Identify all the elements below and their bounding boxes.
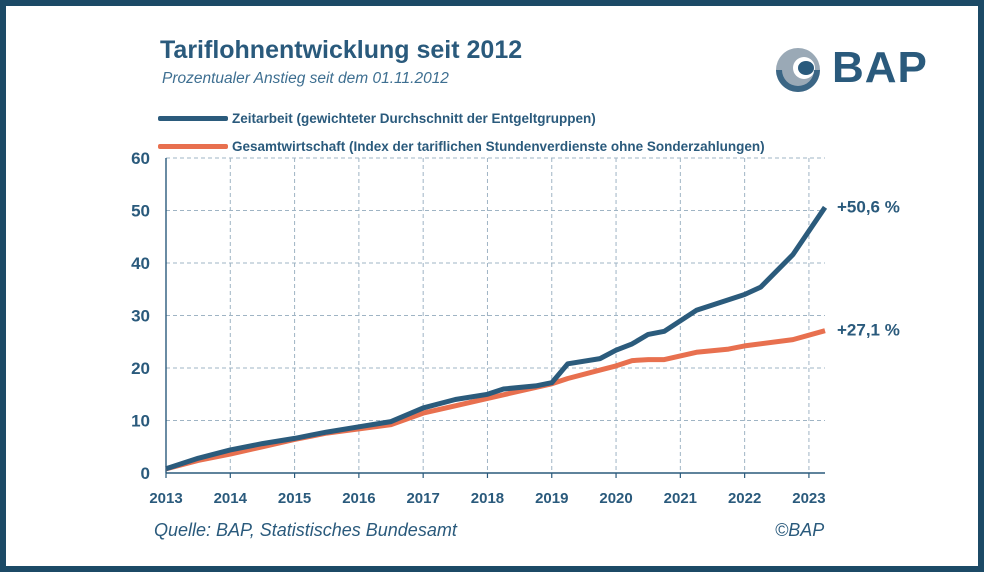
x-tick-label-2014: 2014 — [214, 490, 248, 507]
chart-title: Tariflohnentwicklung seit 2012 — [160, 36, 523, 64]
legend-label-zeitarbeit: Zeitarbeit (gewichteter Durchschnitt der… — [232, 110, 596, 126]
y-tick-label-0: 0 — [141, 464, 150, 483]
end-label-zeitarbeit: +50,6 % — [837, 197, 900, 216]
chart-subtitle: Prozentualer Anstieg seit dem 01.11.2012 — [162, 70, 449, 87]
x-tick-label-2019: 2019 — [535, 490, 568, 507]
series-line-zeitarbeit — [165, 205, 828, 472]
bap-logo: BAP — [770, 42, 940, 98]
legend-swatch-zeitarbeit — [158, 115, 228, 121]
chart-labels: 0 10 20 30 40 50 60 2013 2014 2015 2016 2017 2018 201… — [131, 149, 900, 507]
y-tick-label-60: 60 — [131, 149, 150, 168]
chart-legend: Zeitarbeit (gewichteter Durchschnitt der… — [158, 104, 765, 160]
x-tick-label-2015: 2015 — [278, 490, 311, 507]
y-tick-label-50: 50 — [131, 202, 150, 221]
x-tick-label-2022: 2022 — [728, 490, 761, 507]
series-line-gesamtwirtschaft — [165, 328, 826, 472]
y-tick-label-30: 30 — [131, 307, 150, 326]
x-tick-label-2018: 2018 — [471, 490, 504, 507]
x-tick-label-2023: 2023 — [792, 490, 825, 507]
x-tick-label-2016: 2016 — [342, 490, 375, 507]
legend-item-zeitarbeit: Zeitarbeit (gewichteter Durchschnitt der… — [158, 104, 765, 132]
legend-label-gesamtwirtschaft: Gesamtwirtschaft (Index der tariflichen … — [232, 138, 765, 154]
legend-swatch-gesamtwirtschaft — [158, 143, 228, 149]
logo-text: BAP — [832, 43, 928, 92]
source-note: Quelle: BAP, Statistisches Bundesamt — [154, 520, 457, 540]
x-tick-label-2017: 2017 — [406, 490, 439, 507]
legend-item-gesamtwirtschaft: Gesamtwirtschaft (Index der tariflichen … — [158, 132, 765, 160]
copyright-note: ©BAP — [775, 520, 825, 540]
chart-axes — [165, 158, 825, 478]
end-label-gesamtwirtschaft: +27,1 % — [837, 321, 900, 340]
chart-grid — [166, 157, 825, 473]
y-tick-label-10: 10 — [131, 412, 150, 431]
bap-logo-icon — [776, 48, 820, 92]
x-tick-label-2020: 2020 — [599, 490, 632, 507]
chart-series — [165, 205, 828, 472]
x-tick-label-2021: 2021 — [664, 490, 697, 507]
x-tick-label-2013: 2013 — [149, 490, 182, 507]
y-tick-label-40: 40 — [131, 254, 150, 273]
y-tick-label-20: 20 — [131, 359, 150, 378]
